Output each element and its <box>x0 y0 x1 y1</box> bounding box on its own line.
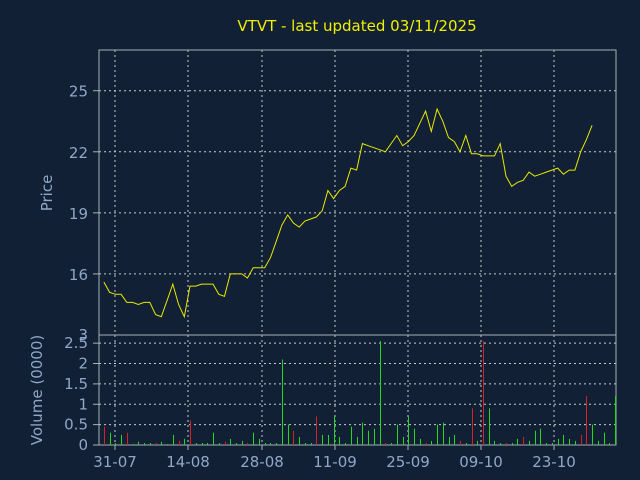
x-tick-label: 23-10 <box>532 453 576 471</box>
price-tick-label: 16 <box>69 266 88 284</box>
price-panel: 16 19 22 25 Price 3 <box>38 49 617 344</box>
x-tick-label: 28-08 <box>240 453 284 471</box>
volume-tick-label: 1 <box>78 395 88 413</box>
x-tick-label: 14-08 <box>166 453 210 471</box>
price-tick-label: 22 <box>69 144 88 162</box>
volume-panel: 0 0.5 1 1.5 2 2.5 Volume (0000) <box>28 334 617 454</box>
x-tick-label: 25-09 <box>386 453 430 471</box>
volume-axis-label: Volume (0000) <box>28 335 46 445</box>
price-grid <box>99 50 616 335</box>
price-bottom-tick-label: 3 <box>78 326 88 344</box>
x-tick-labels: 31-07 14-08 28-08 11-09 25-09 09-10 23-10 <box>93 445 576 471</box>
x-tick-label: 31-07 <box>93 453 137 471</box>
chart-title: VTVT - last updated 03/11/2025 <box>237 17 476 35</box>
price-tick-labels: 16 19 22 25 <box>69 83 99 284</box>
volume-tick-label: 2 <box>78 355 88 373</box>
price-axis-label: Price <box>38 175 56 212</box>
volume-grid <box>99 335 616 445</box>
x-tick-label: 11-09 <box>313 453 357 471</box>
x-tick-label: 09-10 <box>459 453 503 471</box>
price-tick-label: 19 <box>69 205 88 223</box>
volume-bars <box>104 341 616 445</box>
volume-tick-labels: 0 0.5 1 1.5 2 2.5 <box>64 334 99 454</box>
price-series-line <box>103 107 593 319</box>
volume-tick-label: 1.5 <box>64 375 88 393</box>
volume-tick-label: 2.5 <box>64 334 88 352</box>
volume-tick-label: 0 <box>78 436 88 454</box>
volume-tick-label: 0.5 <box>64 416 88 434</box>
price-tick-label: 25 <box>69 83 88 101</box>
